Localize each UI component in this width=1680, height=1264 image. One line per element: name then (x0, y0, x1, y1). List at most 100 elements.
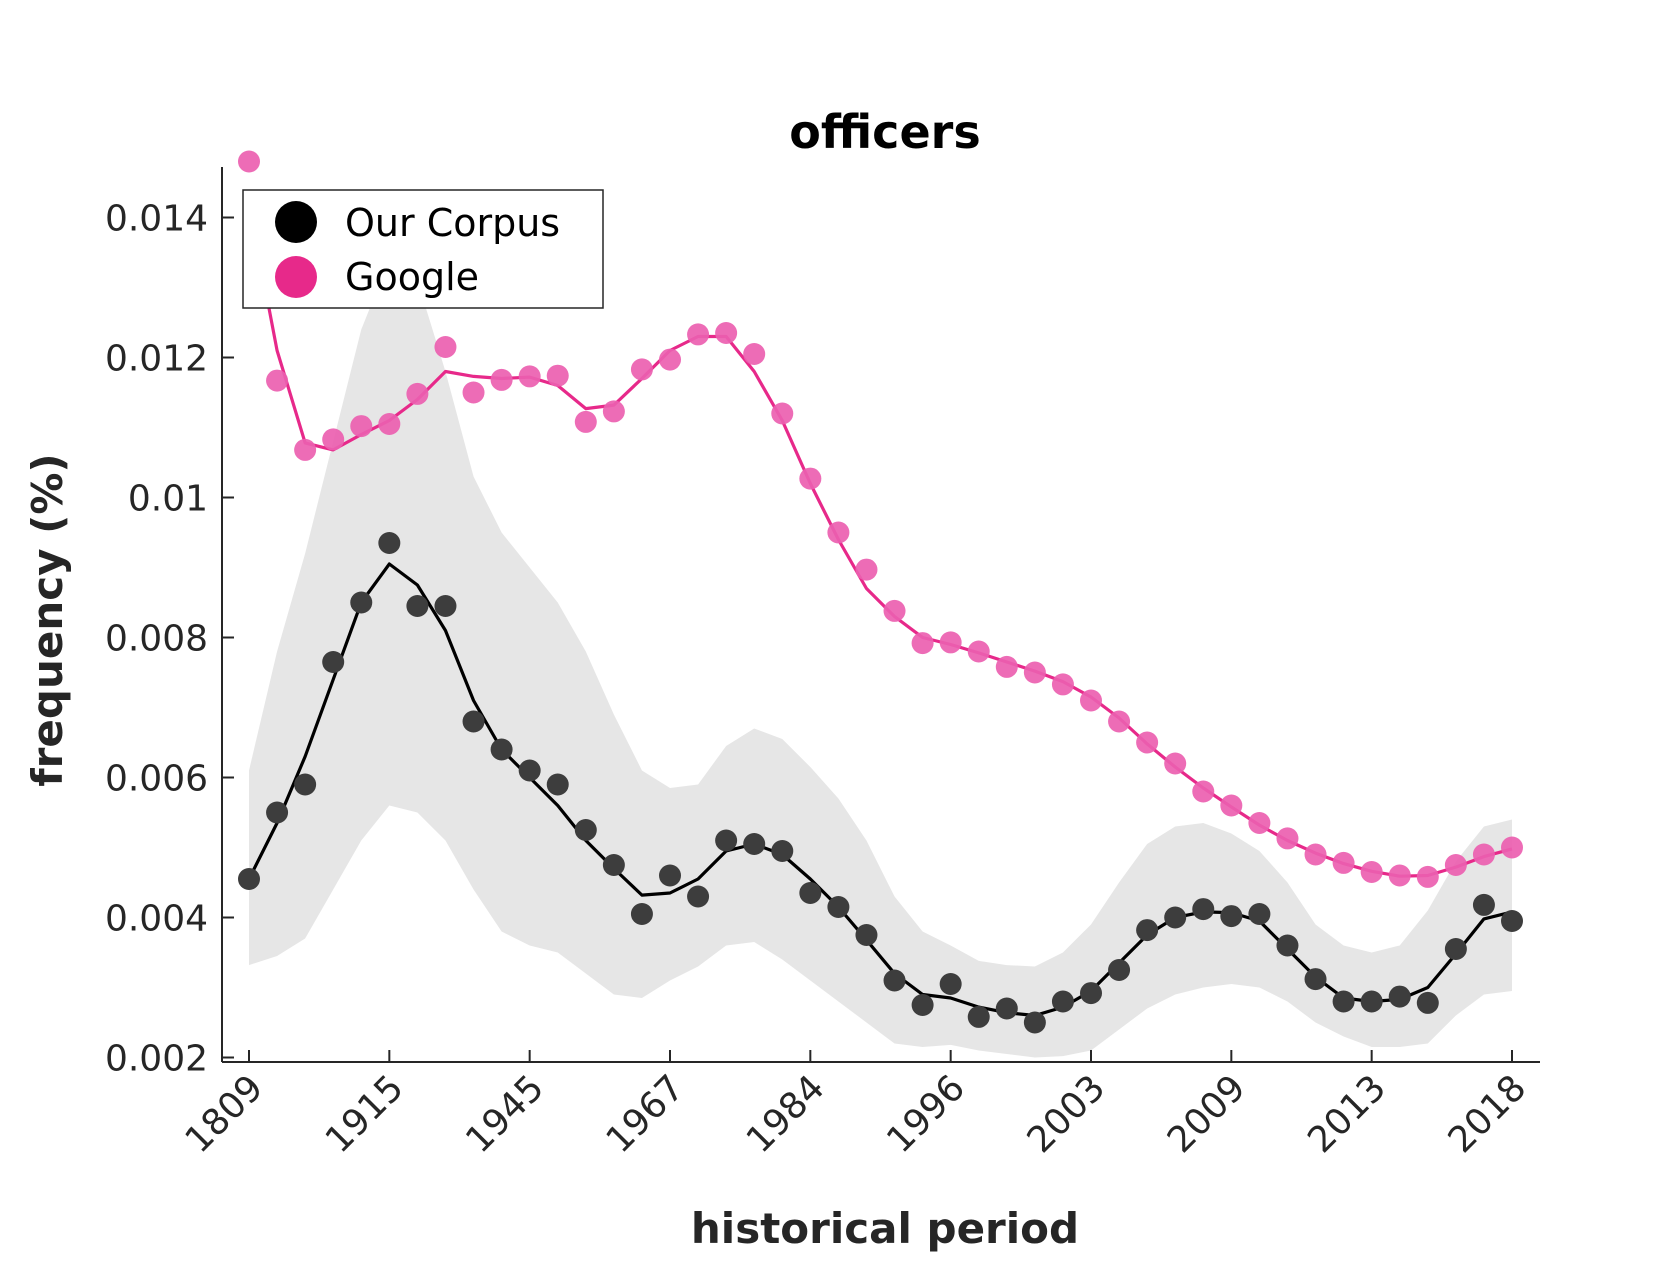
y-axis-label: frequency (%) (23, 453, 72, 786)
axes (221, 167, 1540, 1063)
our-corpus-point (518, 759, 541, 782)
google-point (1080, 689, 1102, 712)
y-tick-label: 0.006 (105, 759, 208, 800)
google-point (1164, 752, 1187, 775)
x-axis-label: historical period (691, 1204, 1079, 1253)
google-point (406, 382, 429, 405)
y-ticks: 0.002 0.004 0.006 0.008 0.01 0.012 0.014 (105, 199, 234, 1080)
our-corpus-point (1136, 919, 1159, 942)
google-point (995, 655, 1018, 678)
our-corpus-point (1360, 990, 1383, 1013)
our-corpus-point (490, 738, 513, 761)
google-point (630, 358, 653, 381)
our-corpus-point (1472, 893, 1495, 916)
google-point (743, 343, 766, 365)
google-point (1023, 661, 1046, 684)
google-point (238, 150, 260, 173)
our-corpus-point (883, 969, 906, 992)
google-point (1192, 780, 1215, 803)
our-corpus-point (406, 595, 429, 617)
y-tick-label: 0.008 (105, 619, 208, 660)
google-point (1276, 827, 1299, 850)
our-corpus-point (659, 864, 681, 887)
our-corpus-point (1276, 934, 1299, 957)
x-tick-label: 1996 (879, 1067, 973, 1161)
google-point (1332, 851, 1355, 874)
google-point (546, 364, 569, 387)
our-corpus-point (743, 833, 766, 855)
our-corpus-line (247, 562, 1513, 1018)
y-tick-label: 0.002 (105, 1039, 208, 1080)
our-corpus-point (1220, 905, 1243, 928)
google-point (1136, 731, 1159, 754)
google-point (266, 369, 289, 392)
google-point (518, 365, 541, 388)
x-tick-label: 1967 (599, 1067, 693, 1161)
google-point (294, 438, 317, 461)
series-point-layer (238, 150, 1523, 1034)
google-point (1248, 812, 1271, 834)
our-corpus-point (602, 854, 625, 876)
x-tick-label: 1809 (178, 1067, 272, 1161)
x-tick-label: 2018 (1441, 1067, 1535, 1161)
confidence-band-layer (249, 259, 1512, 1058)
google-point (939, 631, 962, 654)
google-point (1472, 843, 1495, 866)
y-tick-label: 0.01 (128, 479, 208, 520)
our-corpus-point (1080, 982, 1102, 1005)
our-corpus-point (1023, 1011, 1046, 1034)
our-corpus-point (322, 651, 345, 673)
our-corpus-point (967, 1005, 990, 1028)
x-tick-label: 2003 (1020, 1067, 1114, 1161)
x-tick-label: 2009 (1160, 1067, 1254, 1161)
our-corpus-point (715, 829, 738, 852)
google-point (1444, 854, 1467, 876)
our-corpus-point (238, 868, 260, 890)
our-corpus-point (630, 903, 653, 925)
our-corpus-point (378, 532, 401, 554)
google-point (1108, 710, 1131, 733)
google-point (715, 322, 738, 344)
our-corpus-point (1332, 990, 1355, 1013)
y-tick-label: 0.004 (105, 899, 208, 940)
our-corpus-point (911, 994, 934, 1016)
google-point (883, 599, 906, 622)
google-point (1416, 865, 1439, 888)
our-corpus-point (1164, 906, 1187, 929)
google-point (827, 521, 850, 544)
our-corpus-point (1248, 903, 1271, 925)
legend-label-google: Google (345, 255, 479, 299)
our-corpus-point (1051, 990, 1074, 1013)
our-corpus-point (827, 896, 850, 918)
our-corpus-point (1501, 910, 1523, 932)
our-corpus-point (1108, 959, 1131, 981)
our-corpus-point (294, 773, 317, 796)
google-point (771, 402, 794, 425)
our-corpus-point (350, 591, 373, 614)
y-tick-label: 0.014 (105, 199, 208, 240)
x-ticks: 1809 1915 1945 1967 1984 1996 2003 2009 2013 2018 (178, 1050, 1535, 1161)
google-point (1304, 843, 1327, 866)
legend-marker-google (275, 256, 317, 298)
our-corpus-point (1416, 991, 1439, 1014)
our-corpus-point (266, 801, 289, 824)
google-point (574, 410, 597, 433)
chart-title: officers (789, 105, 980, 159)
our-corpus-point (1388, 985, 1411, 1008)
google-point (687, 323, 710, 346)
google-point (378, 413, 401, 435)
google-point (490, 368, 513, 391)
google-point (350, 415, 373, 438)
x-tick-label: 1984 (739, 1067, 833, 1161)
our-corpus-point (855, 924, 878, 946)
our-corpus-point (1304, 968, 1327, 991)
our-corpus-point (687, 885, 710, 908)
legend: Our Corpus Google (242, 189, 604, 309)
our-corpus-point (771, 840, 794, 862)
google-point (1501, 836, 1523, 859)
our-corpus-point (462, 710, 485, 733)
google-point (911, 632, 934, 655)
our-corpus-point (939, 973, 962, 995)
our-corpus-point (799, 882, 822, 904)
